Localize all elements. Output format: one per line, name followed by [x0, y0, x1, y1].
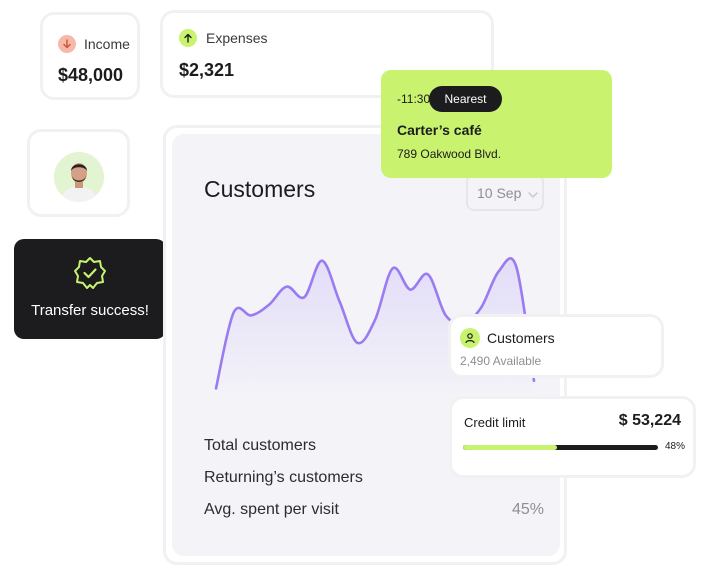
credit-amount: $ 53,224 — [618, 412, 681, 429]
stat-row-returning: Returning’s customers — [204, 462, 544, 494]
transfer-success-card: Transfer success! — [14, 239, 166, 339]
arrow-up-icon — [179, 29, 197, 47]
panel-title: Customers — [204, 176, 316, 202]
transfer-success-text: Transfer success! — [31, 302, 149, 319]
income-card: Income $48,000 — [40, 12, 140, 100]
avatar-card — [27, 129, 130, 217]
customers-mini-card: Customers 2,490 Available — [448, 314, 664, 378]
stat-row-avg-spent: Avg. spent per visit 45% — [204, 494, 544, 526]
user-icon — [460, 328, 480, 348]
income-value: $48,000 — [58, 65, 124, 85]
nearest-place-name: Carter’s café — [397, 122, 482, 138]
stat-label: Avg. spent per visit — [204, 501, 339, 518]
nearest-address: 789 Oakwood Blvd. — [397, 147, 502, 161]
credit-percent: 48% — [665, 441, 686, 452]
income-label: Income — [84, 36, 130, 52]
credit-progress-bar — [463, 445, 658, 450]
date-select-value: 10 Sep — [477, 184, 522, 201]
credit-limit-card: Credit limit $ 53,224 48% — [449, 396, 696, 478]
credit-label: Credit limit — [464, 415, 526, 430]
avatar[interactable] — [54, 152, 104, 202]
date-select[interactable]: 10 Sep — [466, 174, 544, 211]
customers-mini-subtitle: 2,490 Available — [460, 354, 542, 368]
stat-row-total: Total customers — [204, 430, 544, 462]
nearest-badge: Nearest — [429, 86, 502, 112]
expenses-value: $2,321 — [179, 60, 235, 80]
verified-badge-icon — [72, 255, 108, 296]
expenses-label: Expenses — [206, 30, 268, 46]
chevron-down-icon — [528, 185, 539, 201]
customers-mini-title: Customers — [487, 330, 555, 346]
stats-list: Total customers Returning’s customers Av… — [204, 430, 544, 526]
credit-progress-fill — [463, 445, 557, 450]
nearest-location-card[interactable]: -11:30 Nearest Carter’s café 789 Oakwood… — [381, 70, 612, 178]
arrow-down-icon — [58, 35, 76, 53]
stat-value: 45% — [511, 501, 544, 518]
stat-label: Returning’s customers — [204, 469, 363, 486]
stat-label: Total customers — [204, 437, 317, 454]
nearest-time: -11:30 — [397, 92, 431, 106]
chart-series-line — [214, 257, 536, 390]
expenses-card: Expenses $2,321 — [160, 10, 494, 98]
